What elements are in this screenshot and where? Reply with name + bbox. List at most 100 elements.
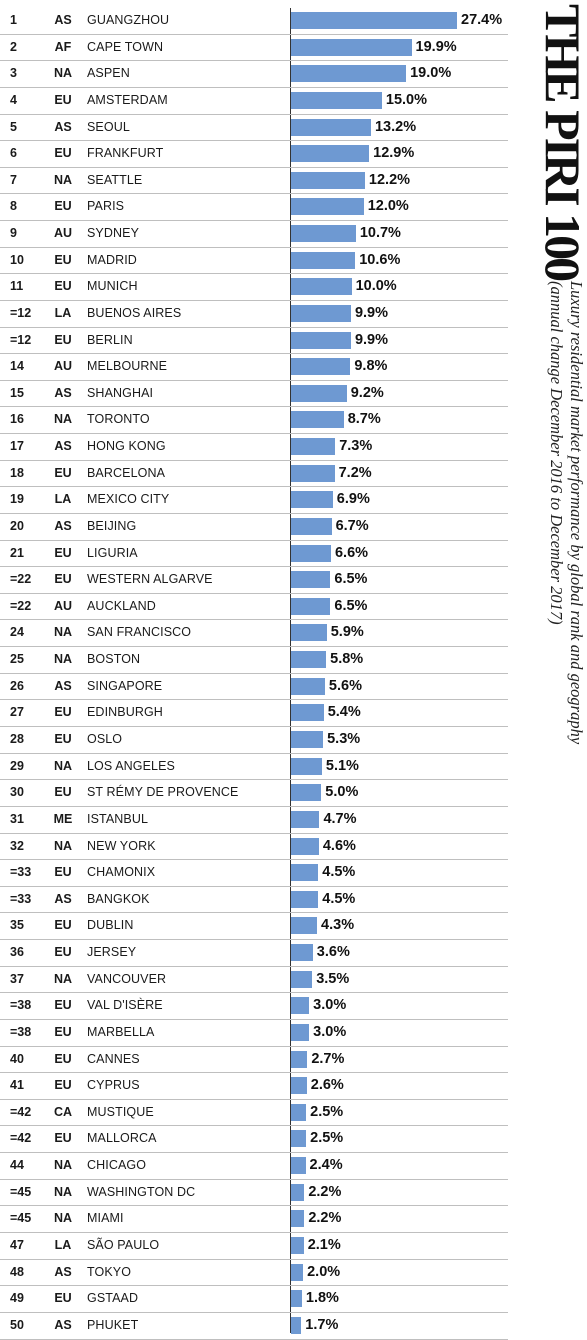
region-label: NA (53, 412, 73, 427)
region-label: EU (54, 465, 72, 480)
value-label: 2.2% (308, 1210, 342, 1227)
value-label: 4.3% (321, 917, 355, 934)
rank-label: 50 (10, 1317, 24, 1332)
table-row: 1 AS GUANGZHOU 27.4% (0, 8, 540, 34)
table-row: =12 LA BUENOS AIRES 9.9% (0, 301, 540, 327)
region-label: EU (54, 332, 72, 347)
row-divider (0, 1205, 508, 1207)
table-row: 47 LA SÃO PAULO 2.1% (0, 1233, 540, 1259)
city-label: CYPRUS (87, 1078, 140, 1093)
row-divider (0, 859, 508, 861)
table-row: 31 ME ISTANBUL 4.7% (0, 807, 540, 833)
value-label: 6.5% (334, 571, 368, 588)
value-bar (291, 65, 407, 83)
rank-label: 18 (10, 465, 24, 480)
value-label: 10.6% (359, 251, 401, 268)
region-label: NA (53, 172, 73, 187)
row-divider (0, 512, 508, 514)
region-label: NA (53, 1158, 73, 1173)
value-label: 6.5% (334, 597, 368, 614)
rank-label: 2 (10, 39, 17, 54)
row-divider (0, 326, 508, 328)
value-bar (291, 278, 352, 296)
rank-label: 49 (10, 1291, 24, 1306)
rank-label: 17 (10, 439, 24, 454)
region-label: EU (54, 705, 72, 720)
region-label: EU (54, 1051, 72, 1066)
rank-label: 44 (10, 1158, 24, 1173)
value-bar (291, 917, 318, 935)
value-label: 2.1% (307, 1236, 341, 1253)
value-bar (291, 784, 322, 802)
value-bar (291, 1316, 302, 1334)
city-label: GSTAAD (87, 1291, 139, 1306)
row-divider (0, 379, 508, 381)
city-label: VAL D'ISÈRE (87, 998, 163, 1013)
rank-label: =38 (10, 998, 32, 1013)
value-label: 2.5% (310, 1103, 344, 1120)
row-divider (0, 86, 508, 88)
value-bar (291, 198, 364, 216)
value-bar (291, 438, 336, 456)
chart-subtitle: Luxury residential market performance by… (534, 281, 586, 744)
city-label: OSLO (87, 732, 123, 746)
rank-label: =45 (10, 1211, 32, 1226)
city-label: DUBLIN (87, 918, 134, 933)
value-label: 3.6% (316, 944, 350, 961)
table-row: 44 NA CHICAGO 2.4% (0, 1153, 540, 1179)
city-label: AUCKLAND (87, 598, 156, 613)
rank-label: 1 (10, 13, 17, 27)
value-label: 15.0% (385, 91, 427, 108)
row-divider (0, 672, 508, 674)
value-label: 2.0% (307, 1263, 341, 1280)
region-label: ME (53, 811, 73, 826)
value-label: 1.8% (305, 1290, 339, 1307)
region-label: EU (54, 545, 72, 560)
rank-label: 10 (10, 252, 24, 267)
value-bar (291, 651, 327, 669)
region-label: EU (54, 998, 72, 1013)
city-label: WESTERN ALGARVE (87, 572, 213, 587)
row-divider (0, 699, 508, 701)
rank-label: =38 (10, 1024, 32, 1039)
city-label: CANNES (87, 1051, 140, 1066)
value-label: 5.3% (327, 731, 361, 747)
table-row: 41 EU CYPRUS 2.6% (0, 1073, 540, 1099)
region-label: NA (53, 652, 73, 667)
city-label: SÃO PAULO (87, 1237, 160, 1252)
rank-label: 27 (10, 705, 24, 720)
table-row: =45 NA MIAMI 2.2% (0, 1206, 540, 1232)
value-bar (291, 571, 331, 589)
city-label: SEATTLE (87, 172, 143, 187)
region-label: AS (54, 1317, 72, 1332)
row-divider (0, 1018, 508, 1020)
row-divider (0, 1098, 508, 1100)
region-label: NA (53, 625, 73, 640)
region-label: AS (54, 13, 72, 27)
table-row: 9 AU SYDNEY 10.7% (0, 221, 540, 247)
city-label: HONG KONG (87, 439, 166, 454)
chart-title: THE PIRI 100 (535, 4, 587, 280)
table-row: =22 AU AUCKLAND 6.5% (0, 594, 540, 620)
row-divider (0, 406, 508, 408)
region-label: NA (53, 758, 73, 773)
region-label: NA (53, 1184, 73, 1199)
value-bar (291, 1103, 307, 1121)
value-label: 2.5% (310, 1130, 344, 1147)
row-divider (0, 353, 508, 355)
row-divider (0, 646, 508, 648)
table-row: =33 EU CHAMONIX 4.5% (0, 860, 540, 886)
city-label: MALLORCA (87, 1131, 157, 1146)
value-bar (291, 1157, 306, 1175)
value-bar (291, 757, 322, 775)
table-row: 7 NA SEATTLE 12.2% (0, 168, 540, 194)
city-label: MUSTIQUE (87, 1104, 154, 1119)
value-bar (291, 544, 331, 562)
region-label: EU (54, 199, 72, 214)
region-label: EU (54, 918, 72, 933)
row-divider (0, 779, 508, 781)
row-divider (0, 619, 508, 621)
value-bar (291, 890, 319, 908)
region-label: EU (54, 572, 72, 587)
value-label: 27.4% (461, 12, 503, 28)
